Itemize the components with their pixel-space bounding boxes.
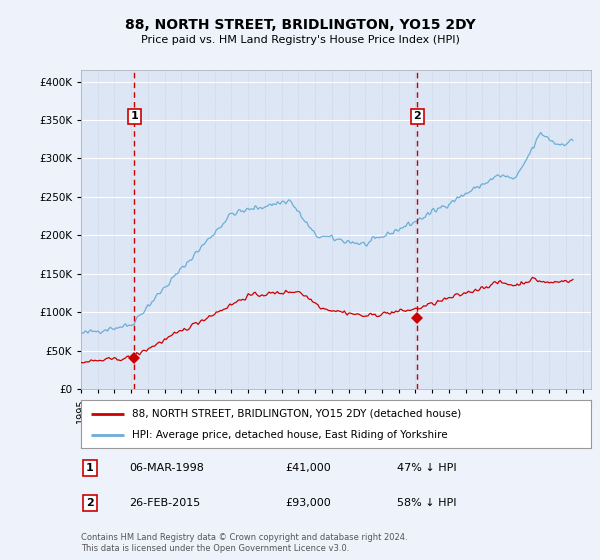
Text: 1: 1 xyxy=(130,111,138,122)
Text: 26-FEB-2015: 26-FEB-2015 xyxy=(130,498,200,508)
Text: 2: 2 xyxy=(413,111,421,122)
Text: 2: 2 xyxy=(86,498,94,508)
Text: 58% ↓ HPI: 58% ↓ HPI xyxy=(397,498,457,508)
Text: £93,000: £93,000 xyxy=(285,498,331,508)
Text: Price paid vs. HM Land Registry's House Price Index (HPI): Price paid vs. HM Land Registry's House … xyxy=(140,35,460,45)
Text: 47% ↓ HPI: 47% ↓ HPI xyxy=(397,463,457,473)
Text: HPI: Average price, detached house, East Riding of Yorkshire: HPI: Average price, detached house, East… xyxy=(132,430,448,440)
Text: 1: 1 xyxy=(86,463,94,473)
Text: 06-MAR-1998: 06-MAR-1998 xyxy=(130,463,205,473)
Text: 88, NORTH STREET, BRIDLINGTON, YO15 2DY: 88, NORTH STREET, BRIDLINGTON, YO15 2DY xyxy=(125,18,475,32)
Text: Contains HM Land Registry data © Crown copyright and database right 2024.
This d: Contains HM Land Registry data © Crown c… xyxy=(81,533,407,553)
Text: £41,000: £41,000 xyxy=(285,463,331,473)
Text: 88, NORTH STREET, BRIDLINGTON, YO15 2DY (detached house): 88, NORTH STREET, BRIDLINGTON, YO15 2DY … xyxy=(132,409,461,419)
